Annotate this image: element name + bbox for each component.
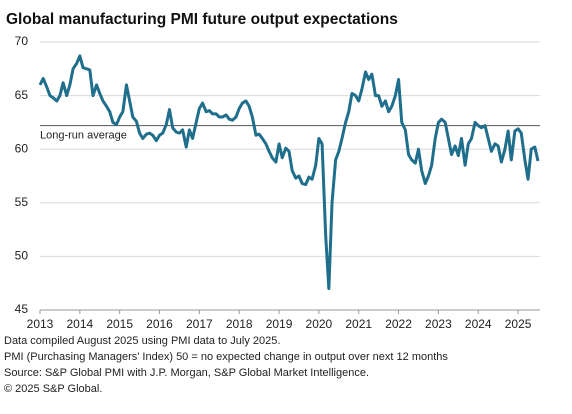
x-tick-label: 2014 — [66, 317, 93, 331]
y-tick-label: 60 — [15, 141, 29, 155]
x-tick-label: 2013 — [27, 317, 54, 331]
data-line — [38, 54, 540, 291]
y-tick-label: 70 — [15, 34, 29, 48]
x-tick-label: 2023 — [425, 317, 452, 331]
x-tick-label: 2021 — [345, 317, 372, 331]
chart-title: Global manufacturing PMI future output e… — [6, 11, 398, 28]
x-tick-label: 2025 — [505, 317, 532, 331]
x-tick-label: 2016 — [146, 317, 173, 331]
y-tick-label: 55 — [15, 195, 29, 209]
y-tick-label: 50 — [15, 249, 29, 263]
x-tick-label: 2024 — [465, 317, 492, 331]
x-tick-label: 2018 — [226, 317, 253, 331]
footnote: Source: S&P Global PMI with J.P. Morgan,… — [4, 367, 369, 379]
y-tick-label: 65 — [15, 88, 29, 102]
footnote: Data compiled August 2025 using PMI data… — [4, 335, 280, 347]
reference-label: Long-run average — [40, 130, 127, 142]
footnote: © 2025 S&P Global. — [4, 383, 102, 395]
x-tick-label: 2015 — [106, 317, 133, 331]
x-tick-label: 2017 — [186, 317, 213, 331]
x-tick-label: 2020 — [306, 317, 333, 331]
x-tick-label: 2019 — [266, 317, 293, 331]
y-tick-label: 45 — [15, 302, 29, 316]
footnote: PMI (Purchasing Managers' Index) 50 = no… — [4, 351, 448, 363]
x-tick-label: 2022 — [385, 317, 412, 331]
